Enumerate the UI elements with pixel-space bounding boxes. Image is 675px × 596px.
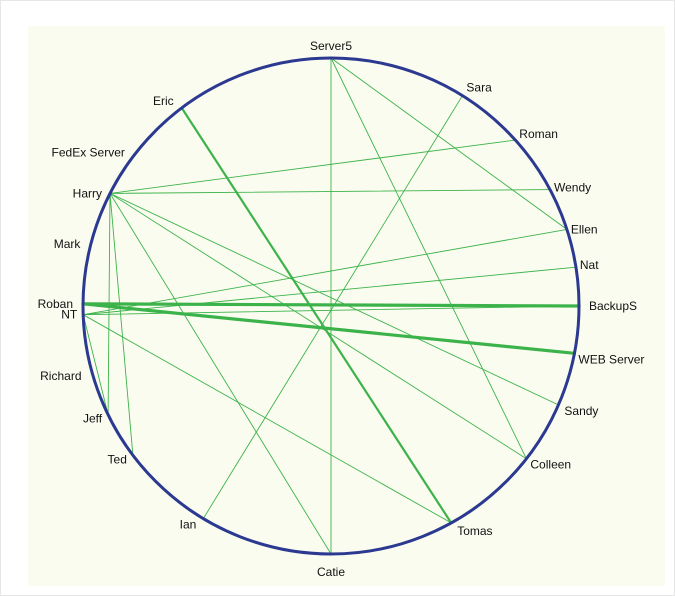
edge-harry-wendy [109,189,551,194]
edge-eric-tomas [180,106,453,524]
node-label-roman[interactable]: Roman [519,127,558,141]
edge-nt-nat [82,266,577,316]
edge-harry-roman [109,139,516,194]
edge-nt-tomas [82,314,452,524]
node-label-ellen[interactable]: Ellen [571,222,598,236]
edge-server5-ellen [330,57,568,230]
network-ring [81,56,581,556]
network-diagram: Server5 Sara Roman Wendy Ellen Nat BackupS WEB … [38,39,645,579]
node-label-ian[interactable]: Ian [180,518,197,532]
node-label-nat[interactable]: Nat [580,258,599,272]
node-label-tomas[interactable]: Tomas [457,524,492,538]
node-label-wendy[interactable]: Wendy [554,181,591,195]
node-label-jeff[interactable]: Jeff [83,412,103,426]
node-label-fedex-server[interactable]: FedEx Server [52,146,125,160]
edge-harry-catie [109,192,332,555]
edge-nt-backups [82,305,580,316]
node-label-web-server[interactable]: WEB Server [578,352,644,366]
node-label-colleen[interactable]: Colleen [530,458,571,472]
node-label-sara[interactable]: Sara [466,81,492,95]
node-label-harry[interactable]: Harry [73,186,102,200]
node-label-richard[interactable]: Richard [40,369,81,383]
node-label-mark[interactable]: Mark [54,237,82,251]
edge-roban-web-server [81,302,577,355]
node-label-roban[interactable]: Roban [38,297,73,311]
edge-sara-ian [202,95,463,520]
edges-layer [81,57,581,555]
node-label-eric[interactable]: Eric [153,94,174,108]
node-label-backups[interactable]: BackupS [589,299,637,313]
edge-server5-colleen [330,57,527,460]
edge-nt-jeff [82,314,109,416]
edge-nt-ellen [82,228,568,316]
edge-harry-sandy [109,192,559,406]
node-label-ted[interactable]: Ted [108,452,127,466]
labels-layer: Server5 Sara Roman Wendy Ellen Nat BackupS WEB … [38,39,645,579]
edge-roban-backups [81,302,581,308]
node-label-sandy[interactable]: Sandy [564,404,598,418]
node-label-nt[interactable]: NT [61,308,78,322]
node-label-server5[interactable]: Server5 [310,39,352,53]
node-label-catie[interactable]: Catie [317,565,345,579]
edge-harry-ted [109,192,134,456]
diagram-panel: Server5 Sara Roman Wendy Ellen Nat BackupS WEB … [28,26,665,586]
